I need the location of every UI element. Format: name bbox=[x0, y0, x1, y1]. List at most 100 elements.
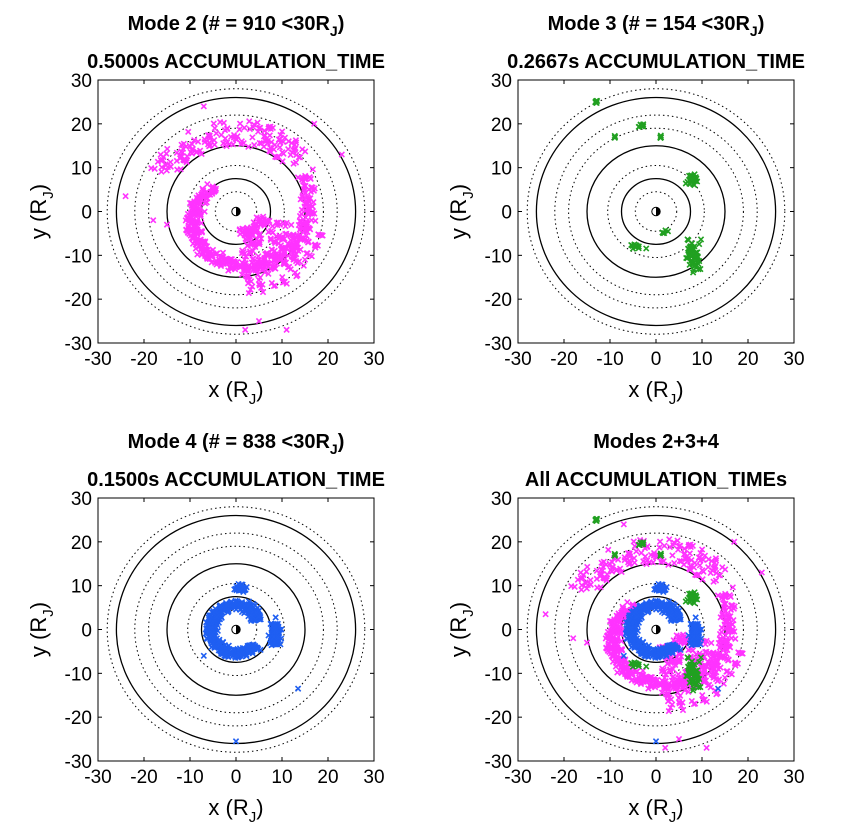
data-point bbox=[236, 606, 244, 613]
data-point bbox=[295, 247, 302, 255]
data-point bbox=[304, 200, 312, 207]
data-point bbox=[685, 655, 692, 662]
data-point bbox=[714, 677, 722, 684]
data-point bbox=[245, 289, 252, 297]
data-point bbox=[618, 646, 626, 653]
panel-4: -30-30 -20 -20 -10 -10 0 0 10 10 20 20 30 30 Modes 2+… bbox=[446, 431, 805, 826]
data-point bbox=[633, 548, 640, 555]
data-point bbox=[275, 136, 283, 143]
data-point bbox=[201, 252, 209, 260]
data-point bbox=[217, 604, 224, 611]
y-axis-label: y (RJ) bbox=[26, 602, 57, 657]
data-point bbox=[244, 242, 251, 250]
data-point bbox=[265, 632, 272, 639]
data-point bbox=[657, 552, 665, 559]
data-point bbox=[281, 235, 288, 242]
data-point bbox=[173, 157, 181, 165]
chart-title-line1: Mode 3 (# = 154 <30RJ) bbox=[548, 13, 765, 39]
data-point bbox=[689, 259, 696, 266]
data-point bbox=[159, 156, 166, 164]
data-point bbox=[640, 558, 647, 565]
data-point bbox=[631, 543, 638, 550]
x-tick-label: 30 bbox=[783, 349, 804, 370]
data-point bbox=[278, 247, 286, 254]
y-tick-label: -20 bbox=[485, 708, 512, 729]
chart-title-line2: 0.5000s ACCUMULATION_TIME bbox=[87, 51, 385, 73]
data-point bbox=[685, 632, 692, 639]
y-tick-label: 10 bbox=[71, 577, 92, 598]
data-point bbox=[309, 166, 316, 173]
ring-dotted bbox=[526, 88, 786, 335]
data-point bbox=[181, 157, 188, 164]
data-point bbox=[695, 634, 702, 641]
data-point bbox=[720, 680, 727, 687]
data-point bbox=[270, 282, 278, 290]
data-point bbox=[654, 598, 661, 605]
x-tick-label: 0 bbox=[231, 767, 242, 788]
data-point bbox=[675, 694, 683, 702]
data-point bbox=[701, 678, 709, 685]
y-axis-label: y (RJ) bbox=[26, 184, 57, 239]
data-point bbox=[732, 635, 739, 643]
data-point bbox=[669, 642, 676, 649]
data-point bbox=[195, 205, 203, 212]
data-point bbox=[699, 576, 706, 583]
data-point bbox=[288, 221, 295, 229]
data-point bbox=[625, 619, 632, 627]
data-point bbox=[268, 246, 275, 253]
data-point bbox=[304, 193, 311, 201]
data-point bbox=[216, 118, 224, 126]
data-point bbox=[611, 621, 618, 629]
data-point bbox=[197, 213, 204, 220]
data-point bbox=[664, 660, 671, 668]
data-point bbox=[663, 682, 670, 690]
data-point bbox=[710, 565, 717, 572]
y-tick-label: 0 bbox=[501, 203, 512, 224]
data-point bbox=[289, 232, 296, 239]
data-point bbox=[679, 706, 687, 714]
data-point bbox=[273, 219, 280, 226]
data-point bbox=[660, 583, 667, 591]
data-point bbox=[703, 637, 710, 645]
data-point bbox=[225, 607, 232, 615]
data-point bbox=[283, 219, 290, 227]
data-point bbox=[230, 131, 238, 139]
x-tick-label: 10 bbox=[691, 349, 712, 370]
data-point bbox=[173, 149, 181, 156]
data-point bbox=[698, 665, 706, 672]
data-point bbox=[621, 670, 629, 678]
x-tick-label: -20 bbox=[550, 349, 577, 370]
data-point bbox=[617, 664, 625, 671]
data-point bbox=[194, 138, 202, 145]
data-point bbox=[197, 246, 205, 253]
data-point bbox=[234, 598, 241, 605]
data-point bbox=[229, 141, 237, 148]
x-tick-label: 20 bbox=[317, 349, 338, 370]
data-point bbox=[635, 243, 642, 250]
data-point bbox=[252, 220, 259, 227]
data-point bbox=[649, 559, 657, 566]
data-point bbox=[293, 234, 300, 242]
data-point bbox=[299, 225, 306, 233]
data-point bbox=[257, 284, 265, 291]
data-point bbox=[667, 648, 675, 656]
data-point bbox=[570, 635, 577, 642]
data-point bbox=[640, 539, 647, 546]
data-point bbox=[206, 135, 214, 142]
data-point bbox=[709, 650, 716, 657]
y-tick-label: -10 bbox=[65, 664, 92, 685]
data-point bbox=[198, 191, 205, 198]
data-point bbox=[255, 276, 263, 284]
data-point bbox=[689, 669, 696, 676]
x-tick-label: 20 bbox=[737, 767, 758, 788]
y-tick-label: 20 bbox=[491, 115, 512, 136]
data-point bbox=[688, 594, 696, 601]
data-point bbox=[224, 125, 231, 132]
data-point bbox=[281, 230, 289, 238]
data-point bbox=[696, 240, 703, 248]
data-point bbox=[163, 167, 170, 174]
data-point bbox=[249, 642, 256, 649]
data-point bbox=[266, 147, 273, 154]
data-point bbox=[627, 632, 635, 640]
y-tick-label: 10 bbox=[491, 577, 512, 598]
